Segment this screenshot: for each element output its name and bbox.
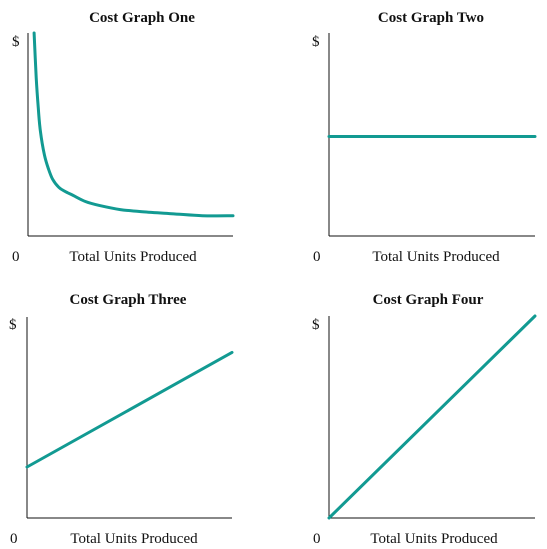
origin-label: 0 [12,249,20,265]
y-axis-label: $ [9,317,17,333]
chart-title: Cost Graph Two [378,10,484,26]
chart-panel-two: Cost Graph Two $ 0 Total Units Produced [312,10,537,265]
cost-curve-line [32,31,235,218]
x-axis-label: Total Units Produced [370,531,498,547]
y-axis-label: $ [12,34,20,50]
origin-label: 0 [313,249,321,265]
origin-label: 0 [10,531,18,547]
x-axis-label: Total Units Produced [70,531,198,547]
x-axis-label: Total Units Produced [69,249,197,265]
y-axis-label: $ [312,34,320,50]
x-axis-label: Total Units Produced [372,249,500,265]
chart-title: Cost Graph Three [70,292,187,308]
chart-title: Cost Graph Four [373,292,484,308]
chart-title: Cost Graph One [89,10,195,26]
origin-label: 0 [313,531,321,547]
chart-panel-three: Cost Graph Three $ 0 Total Units Produce… [9,292,234,547]
y-axis-label: $ [312,317,320,333]
chart-panel-four: Cost Graph Four $ 0 Total Units Produced [312,292,537,547]
chart-panel-one: Cost Graph One $ 0 Total Units Produced [12,10,235,265]
cost-curve-line [25,350,234,469]
cost-curve-line [327,314,537,520]
